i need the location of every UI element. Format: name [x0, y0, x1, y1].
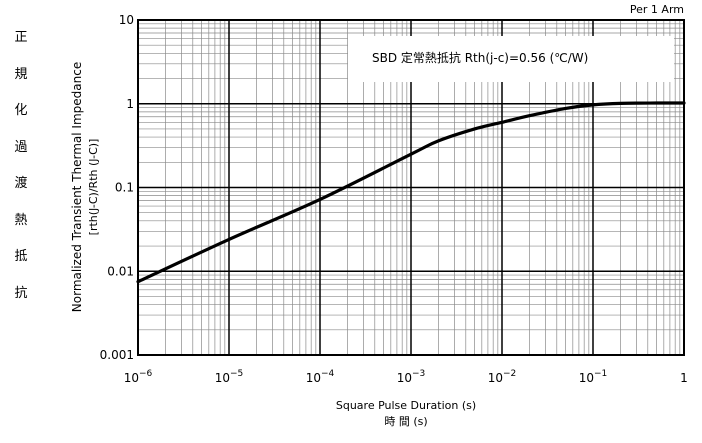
- y-tick-label: 10: [119, 13, 134, 27]
- y-axis-jp-char: 過: [14, 139, 28, 155]
- y-axis-sublabel: [rth(J-C)/Rth (J-C)]: [87, 139, 100, 236]
- x-tick-label: 10−5: [215, 369, 244, 385]
- x-tick-labels: 10−6 10−5 10−4 10−3 10−2 10−1 1: [124, 369, 688, 385]
- series-line: [136, 101, 686, 284]
- x-tick-label: 1: [680, 371, 688, 385]
- y-axis-jp-char: 規: [14, 66, 28, 82]
- y-tick-labels: 0.001 0.01 0.1 1 10: [100, 13, 134, 362]
- y-axis-jp-char: 正: [14, 30, 28, 45]
- x-axis-label: Square Pulse Duration (s): [336, 399, 476, 412]
- x-tick-label: 10−4: [306, 369, 335, 385]
- plot-frame: [137, 19, 685, 356]
- x-tick-label: 10−1: [579, 369, 608, 385]
- y-axis-label: Normalized Transient Thermal Impedance: [70, 62, 84, 312]
- y-tick-label: 0.001: [100, 348, 134, 362]
- y-tick-label: 0.1: [115, 181, 134, 195]
- y-axis-jp-char: 抵: [14, 249, 28, 264]
- y-axis-japanese-label: 正 規 化 過 渡 熱 抵 抗: [6, 20, 36, 312]
- x-tick-label: 10−2: [488, 369, 517, 385]
- y-tick-label: 1: [126, 97, 134, 111]
- x-tick-label: 10−6: [124, 369, 153, 385]
- y-axis-jp-char: 化: [14, 103, 28, 118]
- y-axis-jp-char: 熱: [14, 212, 28, 228]
- annotation-text: SBD 定常熱抵抗 Rth(j-c)=0.56 (℃/W): [372, 50, 588, 65]
- y-axis-jp-char: 抗: [14, 285, 28, 301]
- annotation-box: SBD 定常熱抵抗 Rth(j-c)=0.56 (℃/W): [348, 36, 674, 82]
- annotation-background: [348, 36, 674, 82]
- y-tick-label: 0.01: [107, 264, 134, 278]
- x-axis-sublabel: 時 間 (s): [384, 415, 427, 428]
- y-axis-jp-char: 渡: [14, 176, 28, 191]
- per-arm-note: Per 1 Arm: [630, 3, 684, 16]
- x-tick-label: 10−3: [397, 369, 426, 385]
